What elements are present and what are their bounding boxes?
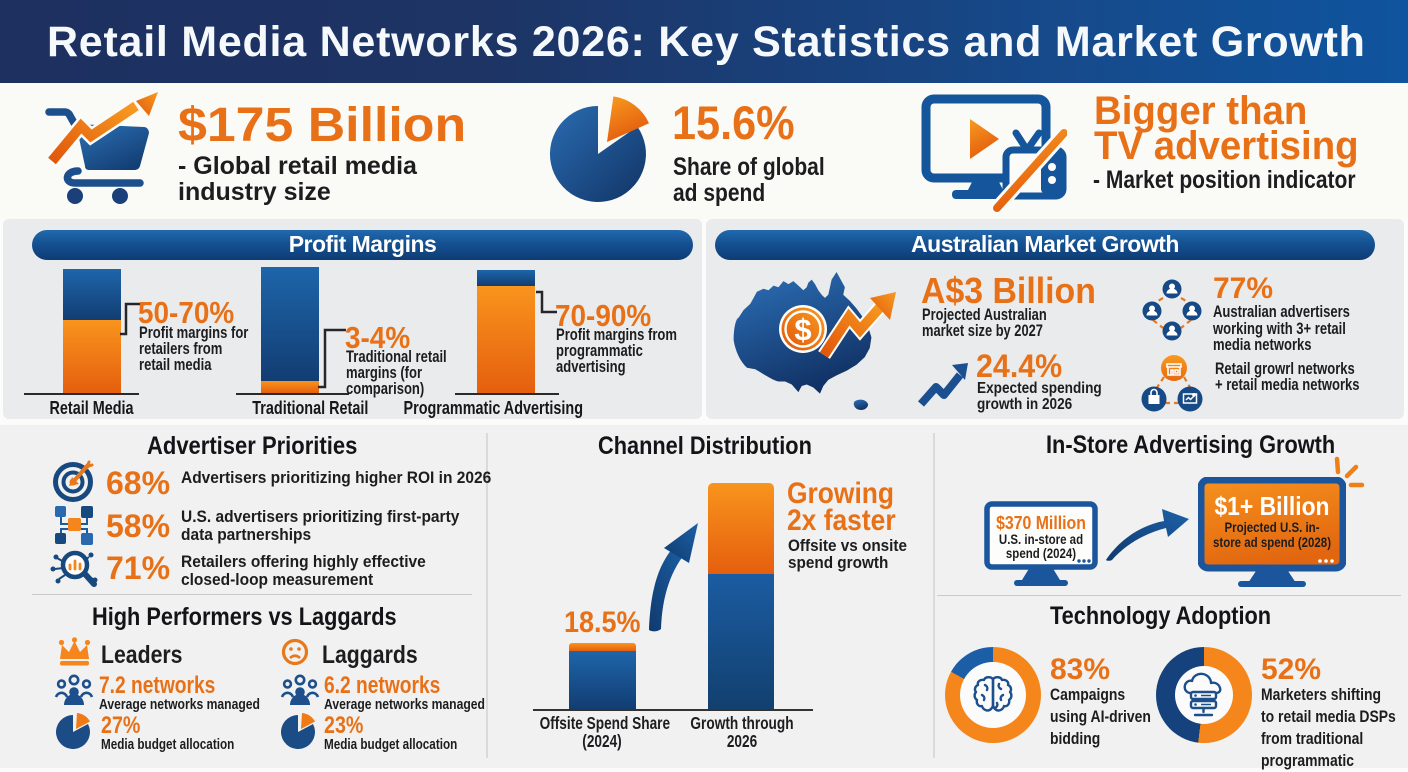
svg-text:$: $ [794, 312, 811, 347]
